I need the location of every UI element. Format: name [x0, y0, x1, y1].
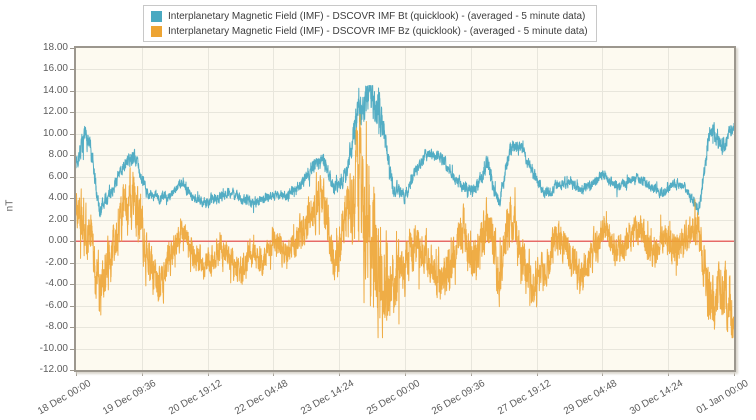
- y-tick-mark: [70, 370, 74, 371]
- y-tick-label: 10.00: [42, 127, 68, 139]
- x-tick-label: 19 Dec 09:36: [101, 378, 159, 418]
- y-tick-label: -8.00: [45, 321, 68, 333]
- chart-canvas: [76, 48, 734, 370]
- y-tick-mark: [70, 348, 74, 350]
- x-tick-mark: [405, 372, 406, 376]
- y-tick-label: -2.00: [45, 256, 68, 268]
- y-tick-mark: [70, 219, 74, 221]
- y-tick-mark: [70, 48, 74, 49]
- x-tick-label: 23 Dec 14:24: [298, 378, 356, 418]
- y-tick-label: -12.00: [39, 364, 68, 375]
- y-tick-mark: [70, 241, 74, 243]
- x-tick-label: 26 Dec 09:36: [430, 378, 488, 418]
- legend-swatch-bt: [151, 10, 162, 22]
- y-tick-label: -10.00: [39, 342, 68, 354]
- x-tick-mark: [141, 372, 143, 376]
- y-tick-mark: [70, 155, 74, 157]
- x-tick-label: 29 Dec 04:48: [561, 378, 619, 418]
- y-tick-label: -6.00: [45, 299, 68, 311]
- y-axis-title: nT: [4, 199, 16, 212]
- x-tick-mark: [734, 372, 735, 376]
- y-tick-mark: [70, 327, 74, 329]
- x-tick-mark: [536, 372, 538, 376]
- legend-item-bt: Interplanetary Magnetic Field (IMF) - DS…: [151, 9, 588, 23]
- y-tick-mark: [70, 284, 74, 286]
- x-tick-mark: [339, 372, 341, 376]
- x-tick-label: 27 Dec 19:12: [496, 378, 554, 418]
- x-tick-label: 30 Dec 14:24: [627, 378, 685, 418]
- x-tick-label: 18 Dec 00:00: [35, 378, 93, 418]
- x-tick-label: 25 Dec 00:00: [364, 378, 422, 418]
- y-tick-mark: [70, 133, 74, 135]
- y-tick-mark: [70, 262, 74, 264]
- x-tick-mark: [76, 372, 77, 376]
- y-tick-label: 0.00: [48, 235, 68, 247]
- y-tick-label: 2.00: [48, 213, 68, 225]
- y-tick-label: 12.00: [42, 106, 68, 118]
- x-tick-mark: [470, 372, 472, 376]
- y-tick-label: 18.00: [42, 42, 68, 53]
- x-tick-label: 22 Dec 04:48: [232, 378, 290, 418]
- y-tick-mark: [70, 69, 74, 71]
- chart-legend: Interplanetary Magnetic Field (IMF) - DS…: [143, 5, 597, 42]
- x-tick-mark: [273, 372, 275, 376]
- y-tick-label: 16.00: [42, 63, 68, 75]
- y-tick-mark: [70, 198, 74, 200]
- legend-label-bz: Interplanetary Magnetic Field (IMF) - DS…: [168, 25, 588, 37]
- x-tick-label: 01 Jan 00:00: [694, 378, 751, 417]
- y-tick-mark: [70, 112, 74, 114]
- y-tick-label: 8.00: [48, 149, 68, 161]
- legend-item-bz: Interplanetary Magnetic Field (IMF) - DS…: [151, 24, 588, 38]
- y-tick-mark: [70, 90, 74, 92]
- y-tick-mark: [70, 305, 74, 307]
- x-tick-mark: [207, 372, 209, 376]
- y-tick-mark: [70, 176, 74, 178]
- x-tick-label: 20 Dec 19:12: [167, 378, 225, 418]
- x-tick-mark: [668, 372, 670, 376]
- plot-area: [74, 46, 736, 372]
- legend-swatch-bz: [151, 25, 162, 37]
- y-tick-label: 4.00: [48, 192, 68, 204]
- legend-label-bt: Interplanetary Magnetic Field (IMF) - DS…: [168, 10, 586, 22]
- x-tick-mark: [602, 372, 604, 376]
- y-tick-label: 14.00: [42, 84, 68, 96]
- y-tick-label: -4.00: [45, 278, 68, 290]
- y-tick-label: 6.00: [48, 170, 68, 182]
